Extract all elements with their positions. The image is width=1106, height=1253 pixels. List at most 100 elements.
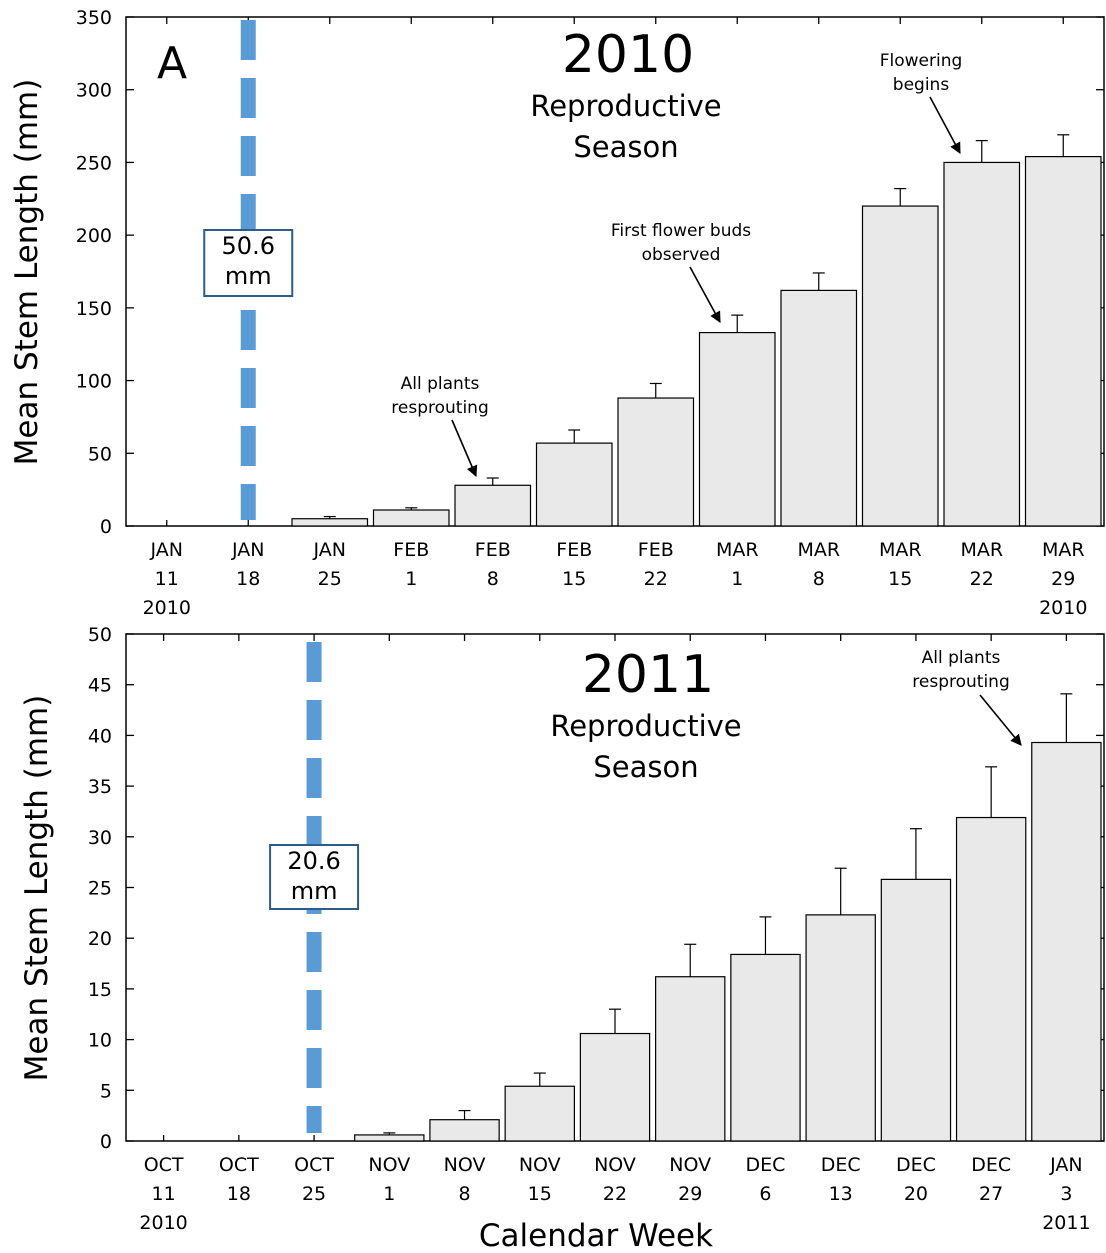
x-tick-label: 8 bbox=[487, 568, 499, 590]
bar bbox=[698, 331, 776, 527]
y-axis-title-2010: Mean Stem Length (mm) bbox=[9, 79, 45, 466]
x-tick-label: 25 bbox=[302, 1183, 326, 1205]
bar bbox=[617, 397, 695, 527]
x-tick-label: 2010 bbox=[143, 597, 191, 619]
bar bbox=[805, 914, 876, 1142]
x-tick-label: 22 bbox=[603, 1183, 627, 1205]
y-tick-label: 30 bbox=[88, 827, 112, 849]
x-tick-label: 22 bbox=[644, 568, 668, 590]
bar bbox=[1024, 156, 1102, 527]
chart-title-2010: 2010 bbox=[562, 25, 694, 85]
marker-label-text: mm bbox=[225, 262, 272, 290]
bar bbox=[655, 976, 726, 1142]
y-tick-label: 350 bbox=[76, 7, 112, 29]
x-tick-label: 2011 bbox=[1042, 1212, 1090, 1234]
x-axis-title: Calendar Week bbox=[479, 1218, 713, 1253]
y-tick-label: 50 bbox=[88, 443, 112, 465]
x-tick-label: 27 bbox=[979, 1183, 1003, 1205]
y-tick-label: 45 bbox=[88, 675, 112, 697]
x-tick-label: 20 bbox=[904, 1183, 928, 1205]
x-tick-label: 18 bbox=[227, 1183, 251, 1205]
y-tick-label: 0 bbox=[100, 516, 112, 538]
bar bbox=[1031, 741, 1102, 1142]
y-axis-2010: 0 50 100 150 200 250 300 350 bbox=[76, 7, 1104, 538]
annotation-arrow bbox=[451, 419, 478, 478]
bar bbox=[454, 484, 532, 527]
x-tick-label: 13 bbox=[829, 1183, 853, 1205]
x-tick-label: MAR bbox=[1042, 539, 1085, 561]
marker-label-text: mm bbox=[291, 877, 338, 905]
x-tick-label: 1 bbox=[405, 568, 417, 590]
dashed-marker-2010: 50.6mm bbox=[203, 20, 294, 520]
x-axis-labels-2010: JAN112010JAN18JAN25FEB1FEB8FEB15FEB22MAR… bbox=[143, 539, 1088, 619]
x-tick-label: OCT bbox=[219, 1154, 259, 1176]
x-tick-label: 11 bbox=[155, 568, 179, 590]
annotations-2011: All plants resprouting bbox=[912, 648, 1022, 746]
season-line2-2010: Season bbox=[573, 130, 678, 164]
x-tick-label: JAN bbox=[1049, 1154, 1082, 1176]
x-tick-label: NOV bbox=[368, 1154, 410, 1176]
x-tick-label: JAN bbox=[313, 539, 346, 561]
y-axis-title-2011: Mean Stem Length (mm) bbox=[19, 695, 55, 1082]
y-tick-label: 25 bbox=[88, 878, 112, 900]
annotation-text: observed bbox=[642, 245, 721, 265]
annotation-text: resprouting bbox=[912, 672, 1009, 692]
marker-label-box bbox=[203, 229, 294, 297]
x-tick-label: MAR bbox=[797, 539, 840, 561]
marker-label-box bbox=[269, 844, 360, 910]
x-tick-label: 29 bbox=[1051, 568, 1075, 590]
y-tick-label: 200 bbox=[76, 225, 112, 247]
bar bbox=[429, 1119, 500, 1142]
x-tick-label: MAR bbox=[879, 539, 922, 561]
x-tick-label: 8 bbox=[458, 1183, 470, 1205]
x-tick-label: MAR bbox=[960, 539, 1003, 561]
bar bbox=[861, 205, 939, 527]
bar bbox=[372, 509, 450, 527]
annotation-text: begins bbox=[893, 75, 950, 95]
x-tick-label: 2010 bbox=[139, 1212, 187, 1234]
bars-2011 bbox=[354, 693, 1102, 1142]
x-tick-label: JAN bbox=[231, 539, 264, 561]
y-tick-label: 150 bbox=[76, 298, 112, 320]
x-tick-label: FEB bbox=[475, 539, 511, 561]
x-tick-label: FEB bbox=[556, 539, 592, 561]
x-tick-label: NOV bbox=[669, 1154, 711, 1176]
season-line1-2010: Reproductive bbox=[530, 89, 721, 123]
x-tick-label: OCT bbox=[144, 1154, 184, 1176]
annotation-text: All plants bbox=[922, 648, 1001, 668]
bar bbox=[955, 816, 1027, 1142]
dashed-marker-2011: 20.6mm bbox=[269, 642, 360, 1133]
x-tick-label: NOV bbox=[519, 1154, 561, 1176]
bar bbox=[579, 1032, 651, 1142]
y-tick-label: 15 bbox=[88, 979, 112, 1001]
x-tick-label: MAR bbox=[716, 539, 759, 561]
bar bbox=[880, 878, 952, 1142]
x-tick-label: FEB bbox=[393, 539, 429, 561]
x-tick-label: 1 bbox=[383, 1183, 395, 1205]
x-tick-label: 15 bbox=[528, 1183, 552, 1205]
bar bbox=[730, 953, 801, 1142]
y-tick-label: 50 bbox=[88, 624, 112, 646]
x-tick-label: OCT bbox=[294, 1154, 334, 1176]
x-tick-label: DEC bbox=[821, 1154, 861, 1176]
y-tick-label: 10 bbox=[88, 1030, 112, 1052]
x-tick-label: NOV bbox=[594, 1154, 636, 1176]
x-tick-label: 2010 bbox=[1039, 597, 1087, 619]
annotation-text: All plants bbox=[401, 374, 480, 394]
x-tick-label: 18 bbox=[236, 568, 260, 590]
x-tick-label: 1 bbox=[731, 568, 743, 590]
annotation-arrow bbox=[979, 694, 1022, 746]
season-line1-2011: Reproductive bbox=[550, 709, 741, 743]
y-tick-label: 5 bbox=[100, 1080, 112, 1102]
x-tick-label: DEC bbox=[746, 1154, 786, 1176]
bar bbox=[943, 161, 1021, 527]
annotation-text: Flowering bbox=[880, 51, 963, 71]
marker-label-text: 50.6 bbox=[222, 232, 275, 260]
y-tick-label: 35 bbox=[88, 776, 112, 798]
season-line2-2011: Season bbox=[593, 750, 698, 784]
chart-title-2011: 2011 bbox=[582, 645, 714, 705]
bar bbox=[354, 1134, 425, 1142]
annotation-text: resprouting bbox=[391, 398, 488, 418]
